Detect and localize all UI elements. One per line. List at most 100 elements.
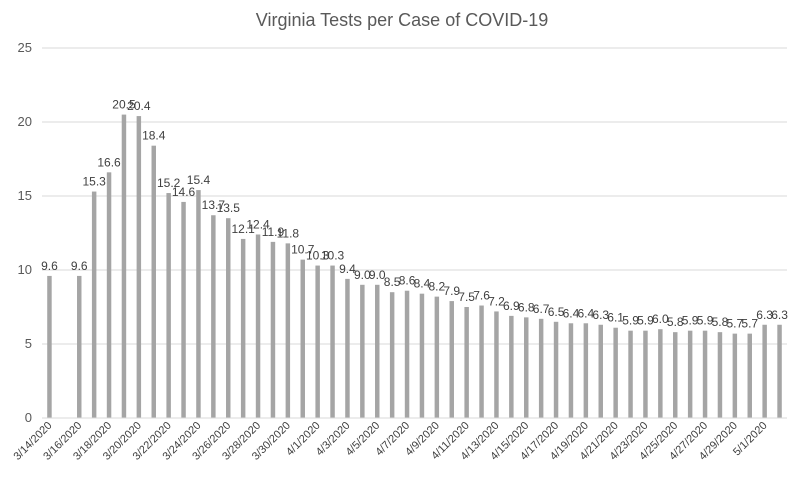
chart-title: Virginia Tests per Case of COVID-19 <box>256 10 548 30</box>
bar <box>702 330 708 418</box>
bar <box>270 241 276 418</box>
bar <box>255 234 261 418</box>
data-label: 5.7 <box>741 317 758 331</box>
y-tick-label: 5 <box>25 336 32 351</box>
data-label: 6.8 <box>518 300 535 314</box>
bar <box>613 327 618 418</box>
data-label: 8.6 <box>399 274 416 288</box>
bar <box>747 333 752 418</box>
bar <box>211 215 216 418</box>
data-label: 15.3 <box>82 175 106 189</box>
data-label: 14.6 <box>172 185 196 199</box>
y-axis-ticks: 0 5 10 15 20 25 <box>18 40 32 425</box>
bar <box>628 330 633 418</box>
data-label: 10.7 <box>291 243 315 257</box>
data-label: 5.8 <box>712 315 729 329</box>
data-label: 8.5 <box>384 275 401 289</box>
bar <box>538 318 544 418</box>
y-tick-label: 25 <box>18 40 32 55</box>
data-label: 5.7 <box>727 317 744 331</box>
y-tick-label: 15 <box>18 188 32 203</box>
bar <box>285 243 291 418</box>
bar <box>121 114 127 418</box>
y-tick-label: 0 <box>25 410 32 425</box>
bar <box>553 321 559 418</box>
data-label: 9.0 <box>369 268 386 282</box>
bar <box>77 275 82 418</box>
data-label: 12.1 <box>231 222 255 236</box>
data-label: 8.2 <box>429 280 446 294</box>
bar <box>330 265 335 418</box>
gridlines <box>42 47 787 345</box>
bar <box>300 259 305 418</box>
data-label: 6.0 <box>652 312 669 326</box>
data-label: 6.1 <box>607 311 624 325</box>
bar <box>509 315 514 418</box>
data-label: 7.6 <box>473 289 490 303</box>
data-label: 12.4 <box>246 217 270 231</box>
data-label: 6.5 <box>548 305 565 319</box>
y-tick-label: 10 <box>18 262 32 277</box>
data-label: 9.6 <box>41 259 58 273</box>
data-label: 5.9 <box>637 314 654 328</box>
data-label: 13.7 <box>202 198 226 212</box>
data-label: 9.0 <box>354 268 371 282</box>
bar <box>151 145 156 418</box>
data-label: 20.4 <box>127 99 151 113</box>
data-label: 6.3 <box>592 308 609 322</box>
bar <box>762 324 767 418</box>
y-tick-label: 20 <box>18 114 32 129</box>
bar <box>181 201 186 418</box>
bar <box>583 323 589 418</box>
bar <box>345 278 350 418</box>
bar <box>196 190 201 418</box>
data-label: 6.9 <box>503 299 520 313</box>
data-label: 10.3 <box>306 249 330 263</box>
data-label: 15.4 <box>187 173 211 187</box>
bar <box>106 172 112 418</box>
bar <box>419 293 425 418</box>
bar <box>464 307 469 418</box>
data-labels: 9.6 9.6 15.3 16.6 20.520.4 18.4 15.214.615.4 13… <box>41 98 788 331</box>
data-label: 9.4 <box>339 262 356 276</box>
bar <box>240 238 246 418</box>
data-label: 11.8 <box>277 226 300 240</box>
data-label: 18.4 <box>142 129 166 143</box>
bar <box>360 284 365 418</box>
data-label: 9.6 <box>71 259 88 273</box>
data-label: 7.2 <box>488 294 505 308</box>
bar <box>687 330 693 418</box>
bar <box>568 323 574 418</box>
bar <box>404 290 410 418</box>
bars <box>47 114 782 418</box>
data-label: 6.4 <box>578 306 595 320</box>
data-label: 15.2 <box>157 176 181 190</box>
data-label: 7.9 <box>443 284 460 298</box>
data-label: 16.6 <box>97 155 121 169</box>
bar <box>658 329 663 418</box>
bar <box>47 275 52 418</box>
bar <box>494 311 499 418</box>
data-label: 13.5 <box>217 201 241 215</box>
bar <box>524 317 529 418</box>
bar <box>673 332 678 418</box>
bar <box>717 332 723 418</box>
bar <box>136 116 142 418</box>
x-axis-ticks: 3/14/20203/16/20203/18/20203/20/20203/22… <box>11 420 769 463</box>
data-label: 6.3 <box>771 308 788 322</box>
data-label: 11.9 <box>262 225 285 239</box>
bar <box>449 301 454 418</box>
bar <box>643 330 648 418</box>
data-label: 6.3 <box>756 308 773 322</box>
data-label: 5.9 <box>622 314 639 328</box>
bar <box>777 324 782 418</box>
bar <box>434 296 440 418</box>
data-label: 8.4 <box>414 277 431 291</box>
data-label: 20.5 <box>112 98 136 112</box>
bar <box>479 305 484 418</box>
data-label: 5.9 <box>682 314 699 328</box>
data-label: 5.8 <box>667 315 684 329</box>
data-label: 5.9 <box>697 314 714 328</box>
